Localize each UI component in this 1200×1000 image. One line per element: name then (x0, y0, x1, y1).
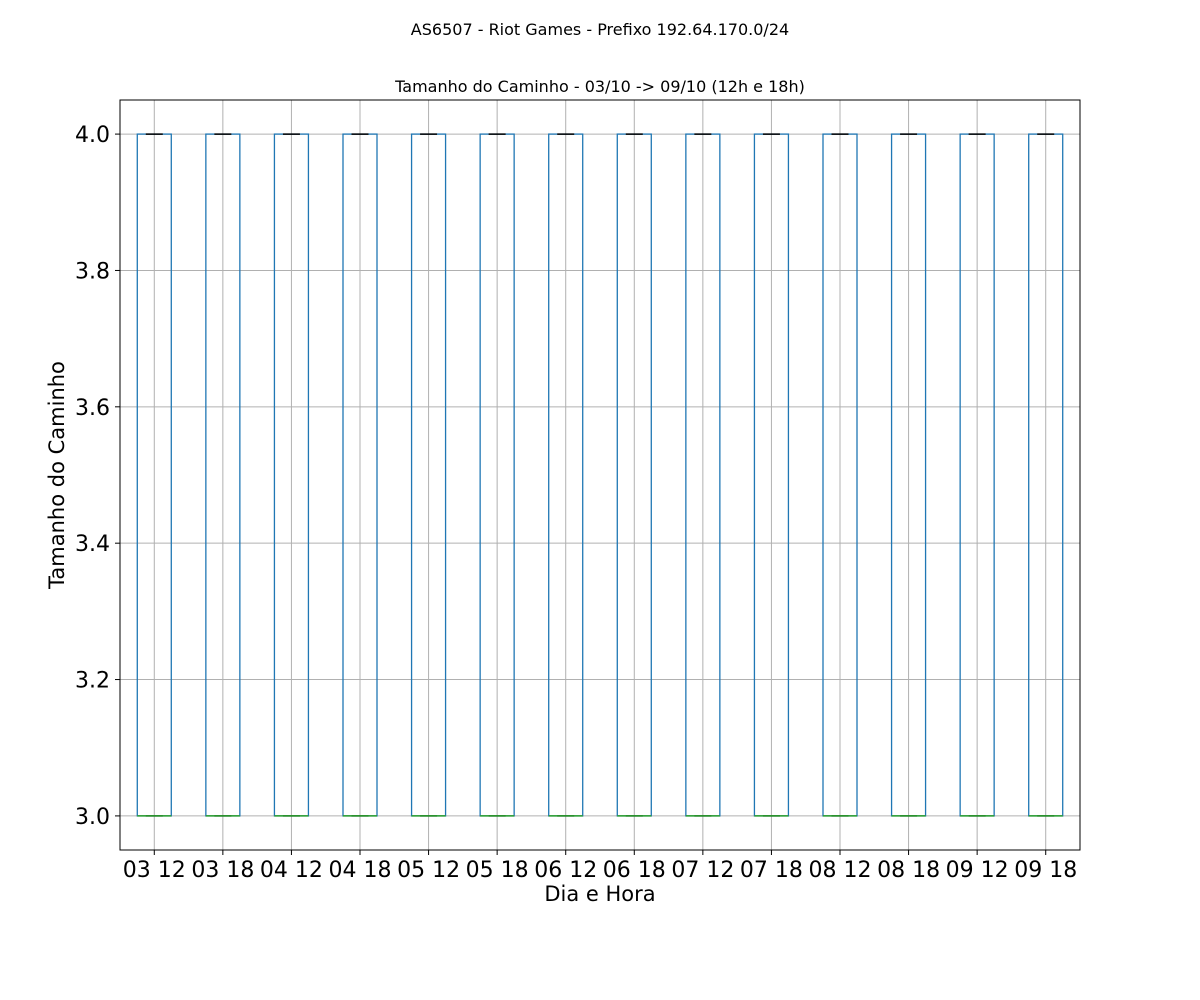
x-tick-label: 03 12 (123, 858, 186, 883)
y-tick-label: 3.6 (75, 396, 110, 421)
box-05-12 (410, 133, 447, 817)
box-08-18 (890, 133, 927, 817)
box-05-18 (479, 133, 515, 817)
y-tick-label: 3.8 (75, 259, 110, 284)
box-08-12 (822, 133, 858, 817)
chart-title: Tamanho do Caminho - 03/10 -> 09/10 (12h… (394, 77, 805, 96)
x-tick-label: 04 18 (329, 858, 392, 883)
x-tick-label: 05 12 (397, 858, 460, 883)
y-tick-label: 3.2 (75, 669, 110, 694)
chart-suptitle: AS6507 - Riot Games - Prefixo 192.64.170… (411, 20, 789, 39)
y-tick-label: 4.0 (75, 123, 110, 148)
plot-frame (119, 99, 1081, 851)
x-tick-label: 04 12 (260, 858, 323, 883)
x-tick-label: 03 18 (191, 858, 254, 883)
box-04-12 (273, 133, 310, 817)
box-07-12 (685, 133, 721, 817)
x-tick-label: 07 12 (671, 858, 734, 883)
x-tick-label: 05 18 (466, 858, 529, 883)
box-03-12 (136, 133, 172, 817)
ticks: 3.03.23.43.63.84.003 12 03 18 04 12 04 18 05… (75, 123, 1077, 883)
x-axis-label: Dia e Hora (544, 882, 655, 906)
x-tick-label: 06 18 (603, 858, 666, 883)
y-axis-label: Tamanho do Caminho (45, 361, 69, 590)
x-tick-label: 06 12 (534, 858, 597, 883)
boxes (136, 133, 1064, 817)
x-tick-label: 09 12 (946, 858, 1009, 883)
box-09-12 (959, 133, 995, 817)
gridlines (120, 100, 1080, 850)
y-tick-label: 3.0 (75, 805, 110, 830)
box-07-18 (753, 133, 790, 817)
box-09-18 (1028, 133, 1064, 817)
x-tick-label: 08 18 (877, 858, 940, 883)
box-03-18 (205, 133, 241, 817)
x-tick-label: 08 12 (809, 858, 872, 883)
box-06-12 (548, 133, 584, 817)
box-06-18 (616, 133, 652, 817)
y-tick-label: 3.4 (75, 532, 110, 557)
box-04-18 (342, 133, 378, 817)
x-tick-label: 09 18 (1014, 858, 1077, 883)
x-tick-label: 07 18 (740, 858, 803, 883)
